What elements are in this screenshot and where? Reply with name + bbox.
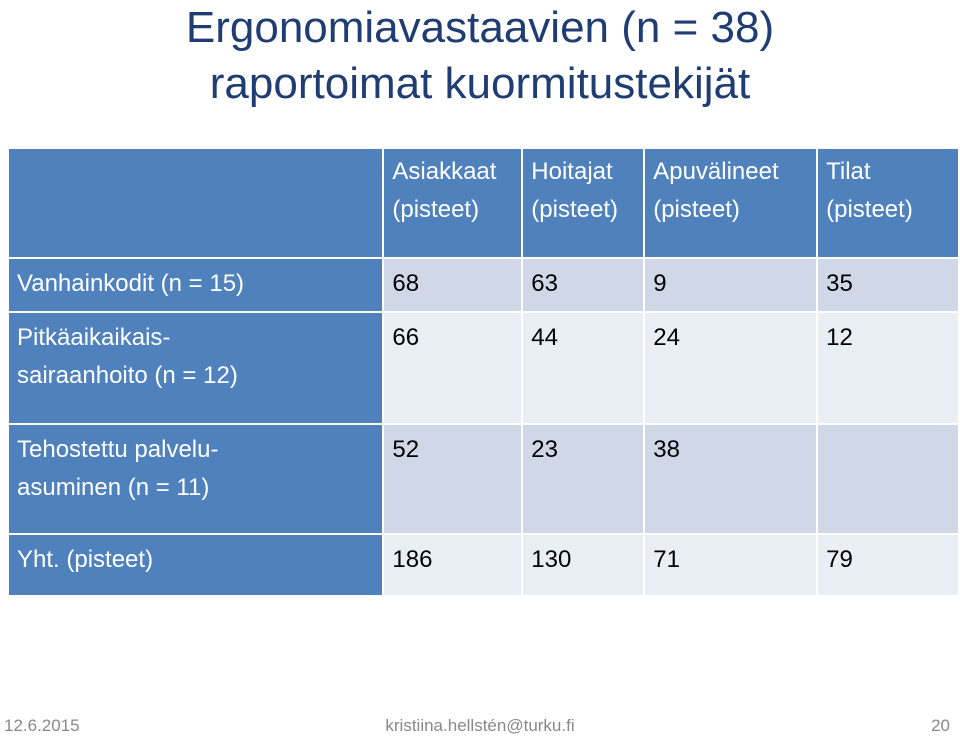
footer-email: kristiina.hellstén@turku.fi xyxy=(385,716,575,735)
table-cell: 38 xyxy=(643,423,819,535)
table-cell: 186 xyxy=(382,533,524,597)
header-tilat: Tilat (pisteet) xyxy=(816,147,960,259)
header-hoitajat: Hoitajat (pisteet) xyxy=(521,147,646,259)
table-cell: 52 xyxy=(382,423,524,535)
table-cell xyxy=(816,423,960,535)
table-row: Vanhainkodit (n = 15) 68 63 9 35 xyxy=(6,257,960,313)
slide-title: Ergonomiavastaavien (n = 38) raportoimat… xyxy=(0,0,960,112)
table-row: Tehostettu palvelu- asuminen (n = 11) 52… xyxy=(6,423,960,535)
slide-title-line-1: Ergonomiavastaavien (n = 38) xyxy=(185,3,775,52)
header-asiakkaat: Asiakkaat (pisteet) xyxy=(382,147,524,259)
table-row-total: Yht. (pisteet) 186 130 71 79 xyxy=(6,533,960,597)
table-cell: 24 xyxy=(643,311,819,425)
table-cell: 35 xyxy=(816,257,960,313)
table-cell: 71 xyxy=(643,533,819,597)
table-cell: 63 xyxy=(521,257,646,313)
table-cell: 66 xyxy=(382,311,524,425)
row-label-tehostettu-palveluasuminen: Tehostettu palvelu- asuminen (n = 11) xyxy=(6,423,385,535)
table-cell: 44 xyxy=(521,311,646,425)
table-cell: 9 xyxy=(643,257,819,313)
row-label-yhteensa: Yht. (pisteet) xyxy=(6,533,385,597)
header-apuvalineet: Apuvälineet (pisteet) xyxy=(643,147,819,259)
table-cell: 23 xyxy=(521,423,646,535)
stress-factors-table: Asiakkaat (pisteet) Hoitajat (pisteet) A… xyxy=(6,147,960,597)
header-corner xyxy=(6,147,385,259)
table-cell: 12 xyxy=(816,311,960,425)
row-label-vanhainkodit: Vanhainkodit (n = 15) xyxy=(6,257,385,313)
slide-title-line-2: raportoimat kuormitustekijät xyxy=(209,59,751,108)
row-label-pitkaaikaissairaanhoito: Pitkäaikaikais- sairaanhoito (n = 12) xyxy=(6,311,385,425)
table-header-row: Asiakkaat (pisteet) Hoitajat (pisteet) A… xyxy=(6,147,960,259)
table-cell: 68 xyxy=(382,257,524,313)
table-row: Pitkäaikaikais- sairaanhoito (n = 12) 66… xyxy=(6,311,960,425)
footer-date: 12.6.2015 xyxy=(4,716,80,735)
footer-page-number: 20 xyxy=(931,716,950,735)
table-cell: 130 xyxy=(521,533,646,597)
table-cell: 79 xyxy=(816,533,960,597)
